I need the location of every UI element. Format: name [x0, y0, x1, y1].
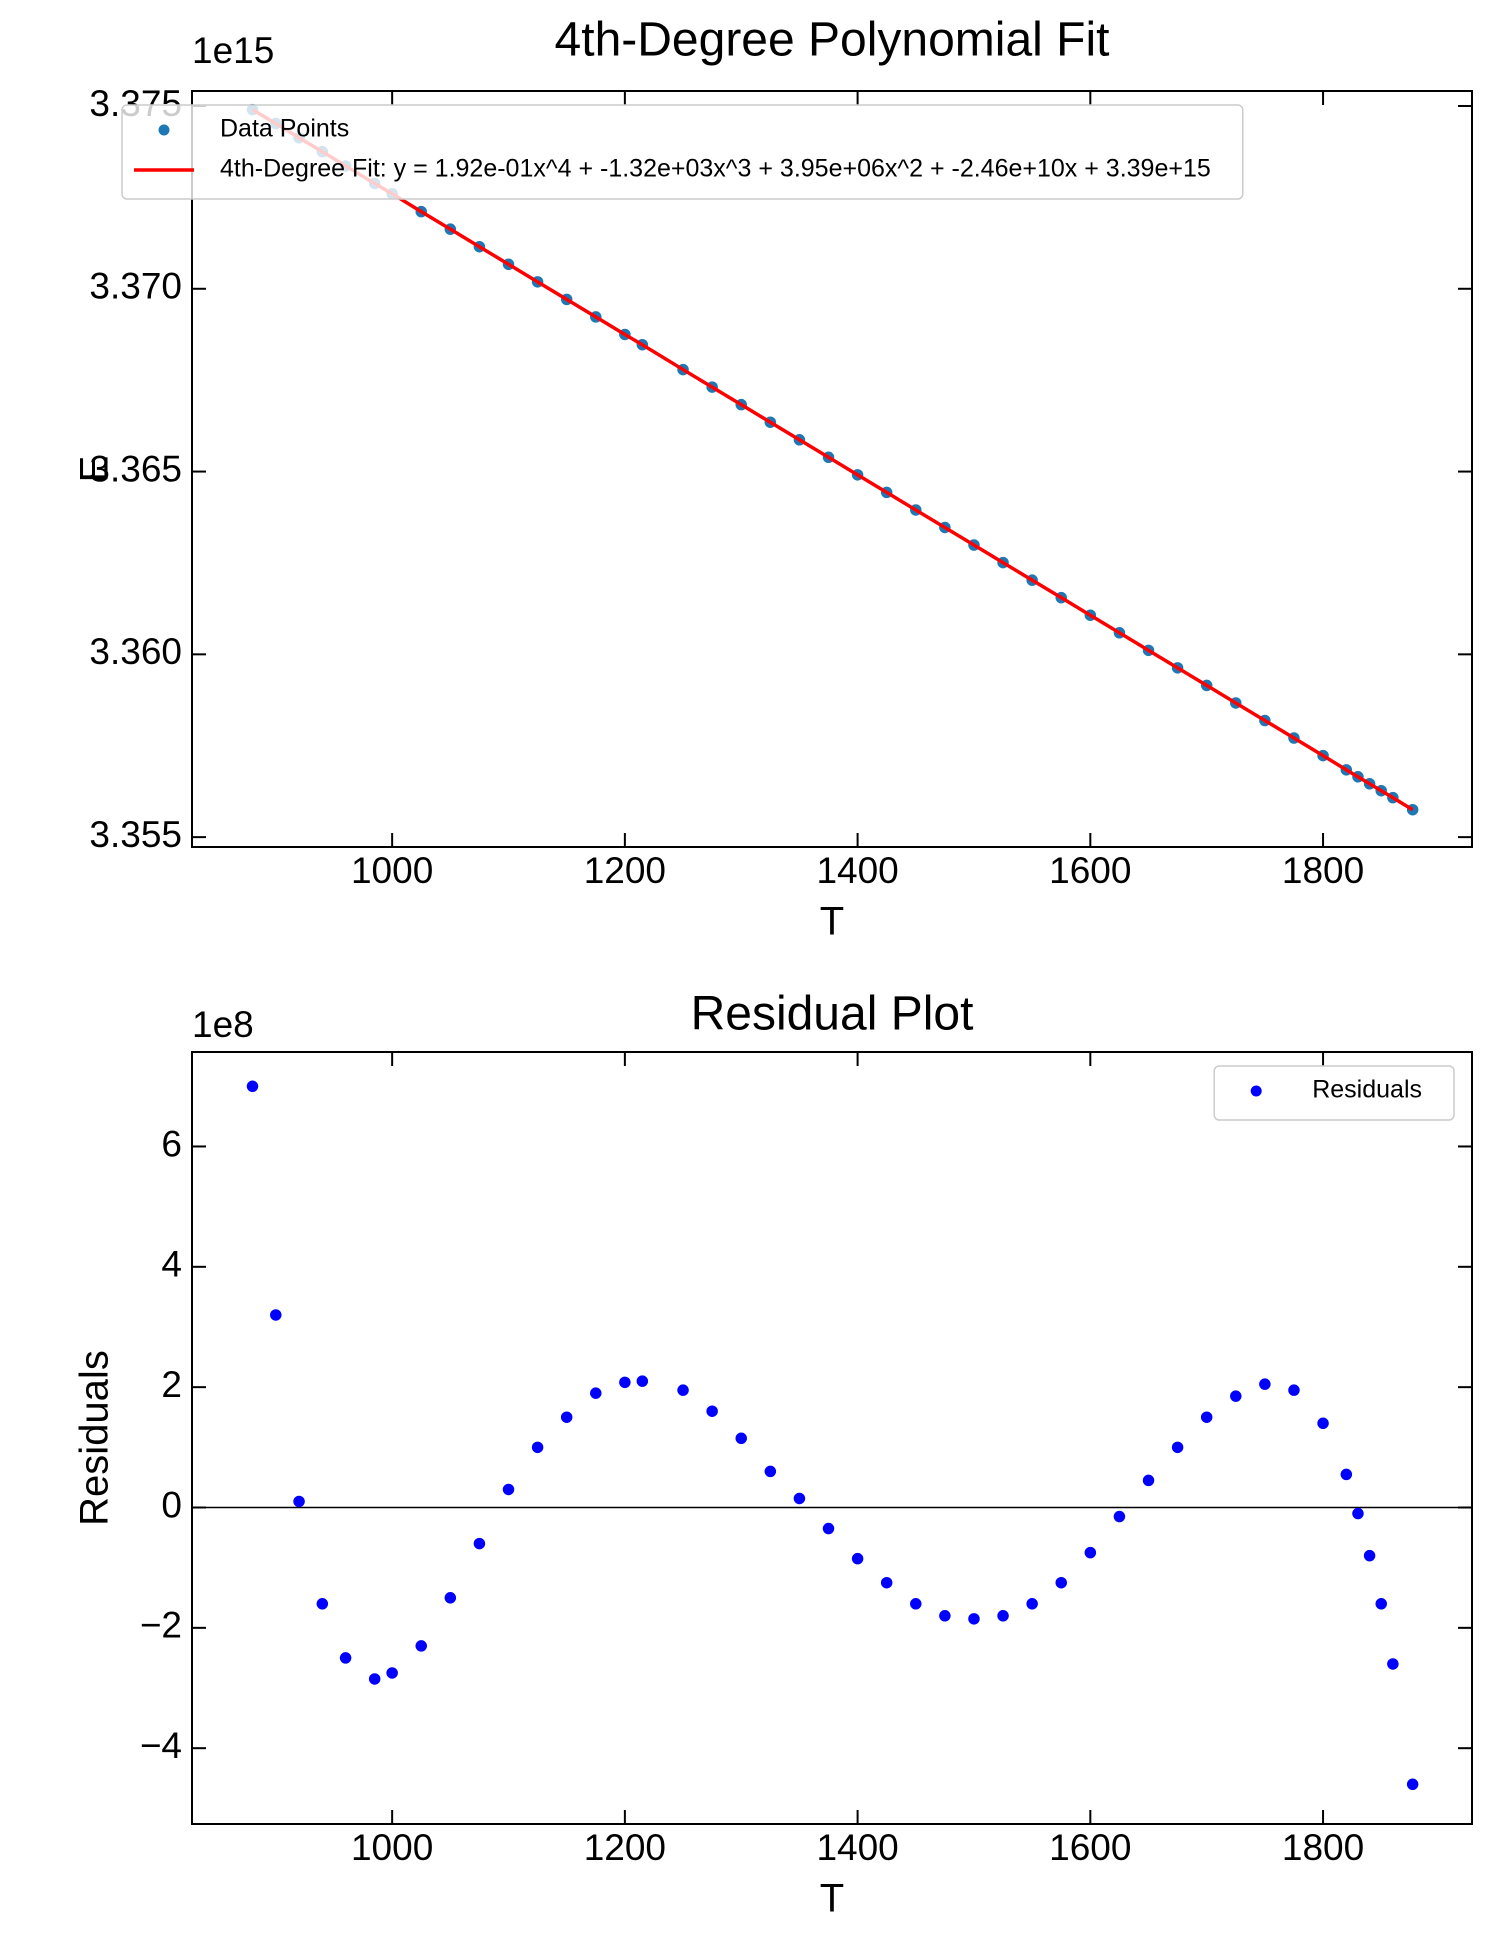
- y-tick-label: 6: [161, 1123, 182, 1164]
- data-point: [270, 1309, 282, 1321]
- data-point: [939, 1610, 951, 1622]
- x-tick-label: 1400: [816, 850, 898, 891]
- data-point: [1026, 1598, 1038, 1610]
- legend-label: 4th-Degree Fit: y = 1.92e-01x^4 + -1.32e…: [220, 155, 1211, 183]
- data-point: [880, 1576, 893, 1589]
- y-axis-label: E: [73, 456, 117, 483]
- data-point: [444, 1592, 457, 1604]
- data-point: [910, 1598, 922, 1610]
- legend: Data Points 4th-Degree Fit: y = 1.92e-01x…: [121, 104, 1244, 200]
- legend-label: Residuals: [1312, 1076, 1422, 1104]
- x-tick-label: 1000: [351, 850, 433, 891]
- x-tick-label: 1800: [1282, 1827, 1364, 1868]
- data-point: [473, 1537, 486, 1550]
- legend-label: Data Points: [220, 115, 349, 143]
- fit-line: [251, 108, 1414, 812]
- plot-frame: [191, 1051, 1473, 1825]
- data-point: [1352, 1507, 1364, 1520]
- data-point: [1171, 1441, 1184, 1454]
- data-point: [386, 1667, 398, 1679]
- y-tick-label: 3.370: [89, 266, 182, 307]
- chart-title: 4th-Degree Polynomial Fit: [555, 14, 1110, 67]
- data-point: [1406, 1778, 1419, 1791]
- data-point: [1317, 1417, 1329, 1430]
- data-point: [619, 1376, 631, 1389]
- data-point: [316, 1598, 329, 1610]
- y-tick-label: −4: [140, 1725, 182, 1766]
- data-point: [1340, 1468, 1353, 1481]
- data-point: [1363, 1549, 1376, 1562]
- data-point: [1055, 1576, 1067, 1589]
- data-point: [1288, 1384, 1300, 1396]
- data-point: [1230, 1390, 1242, 1402]
- data-point: [1375, 1598, 1387, 1610]
- data-point: [706, 1405, 718, 1417]
- data-point: [502, 1483, 515, 1496]
- data-point: [531, 1441, 544, 1454]
- x-tick-label: 1200: [584, 850, 666, 891]
- data-point: [590, 1387, 602, 1399]
- data-point: [735, 1432, 747, 1445]
- x-tick-label: 1000: [351, 1827, 433, 1868]
- data-point: [968, 1613, 980, 1625]
- data-point: [1387, 1658, 1399, 1670]
- data-point: [822, 1522, 835, 1535]
- data-point: [246, 1080, 259, 1093]
- data-point: [851, 1552, 864, 1565]
- legend-box: [1213, 1065, 1455, 1121]
- y-tick-label: 3.365: [89, 448, 182, 489]
- legend-swatch: [158, 124, 170, 136]
- y-axis-label: Residuals: [73, 1350, 117, 1526]
- plot-frame: [191, 90, 1473, 848]
- data-point: [368, 1673, 381, 1685]
- data-point: [793, 1492, 806, 1505]
- legend-swatch: [1250, 1085, 1262, 1097]
- data-point: [1259, 1378, 1271, 1390]
- chart-title: Residual Plot: [691, 988, 974, 1041]
- y-offset-label: 1e15: [192, 30, 274, 71]
- legend-box: [121, 104, 1244, 200]
- data-point: [997, 1610, 1009, 1622]
- data-point: [1142, 1474, 1155, 1487]
- data-point: [636, 1375, 649, 1387]
- y-tick-label: 0: [161, 1484, 182, 1525]
- legend: Residuals: [1213, 1065, 1455, 1121]
- data-point: [1084, 1546, 1097, 1559]
- x-axis-label: T: [820, 900, 844, 944]
- data-point: [1200, 1411, 1213, 1423]
- data-point: [677, 1384, 689, 1396]
- y-tick-label: −2: [140, 1605, 182, 1646]
- data-point: [415, 1640, 427, 1652]
- data-point: [560, 1411, 573, 1423]
- x-axis-label: T: [820, 1877, 844, 1921]
- data-point: [293, 1495, 305, 1508]
- data-point: [339, 1652, 352, 1664]
- x-tick-label: 1600: [1049, 850, 1131, 891]
- data-point: [764, 1465, 777, 1478]
- y-offset-label: 1e8: [192, 1004, 254, 1045]
- x-tick-label: 1800: [1282, 850, 1364, 891]
- y-tick-label: 3.355: [89, 814, 182, 855]
- data-point: [1113, 1510, 1126, 1523]
- x-tick-label: 1600: [1049, 1827, 1131, 1868]
- y-tick-label: 4: [161, 1244, 182, 1285]
- x-tick-label: 1400: [816, 1827, 898, 1868]
- y-tick-label: 3.360: [89, 631, 182, 672]
- x-tick-label: 1200: [584, 1827, 666, 1868]
- y-tick-label: 2: [161, 1364, 182, 1405]
